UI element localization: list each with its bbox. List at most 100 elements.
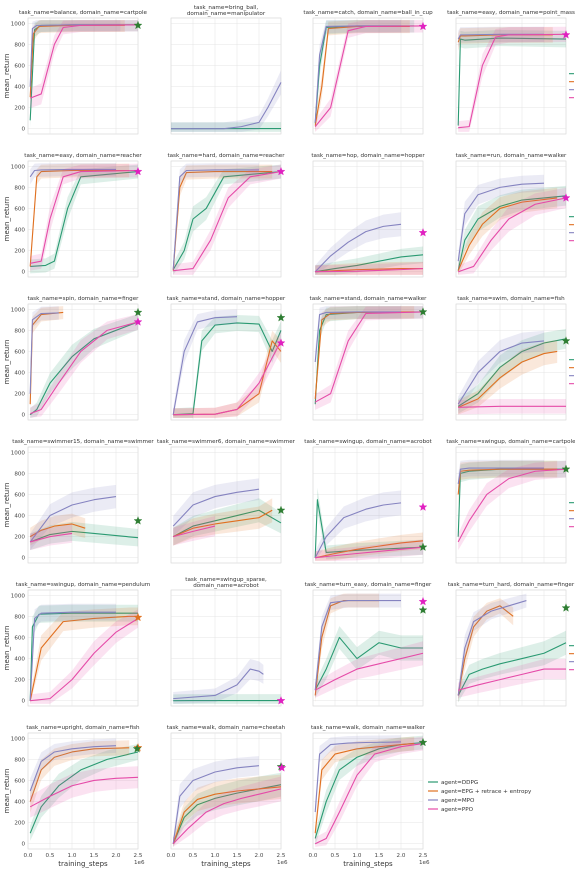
subplot-title: task_name=easy, domain_name=reacher — [24, 153, 142, 159]
y-axis-label: mean_return — [3, 483, 11, 528]
x-tick-label: 1.5 — [233, 853, 242, 859]
series-band — [458, 187, 558, 275]
plot-area — [27, 160, 139, 278]
subplot: task_name=hard, domain_name=reacher — [167, 153, 286, 278]
x-tick-label: 2.5 — [277, 853, 286, 859]
y-tick-label: 0 — [21, 556, 25, 562]
subplot-title: task_name=stand, domain_name=walker — [310, 296, 428, 302]
plot-area — [455, 17, 567, 135]
y-tick-label: 600 — [14, 778, 25, 784]
y-tick-label: 200 — [14, 392, 25, 398]
y-tick-label: 400 — [14, 85, 25, 91]
series-line — [30, 24, 139, 99]
series-line — [30, 170, 139, 268]
series-line — [457, 467, 544, 484]
series-band — [315, 20, 423, 132]
subplot-title: task_name=turn_easy, domain_name=finger — [305, 582, 432, 588]
plot-area — [170, 17, 282, 135]
series-band — [30, 609, 139, 704]
series-line — [457, 468, 567, 543]
series-band — [30, 513, 86, 546]
series-line — [173, 340, 282, 416]
series-line — [172, 316, 238, 415]
series-line — [315, 546, 424, 559]
plot-area — [170, 446, 282, 564]
series-band — [173, 164, 281, 275]
x-tick-label: 0.5 — [46, 853, 55, 859]
y-axis-label: mean_return — [3, 197, 11, 242]
series-line — [173, 322, 282, 416]
series-line — [457, 642, 567, 696]
series-band — [30, 306, 64, 412]
series-line — [29, 776, 139, 808]
y-tick-label: 600 — [14, 206, 25, 212]
series-band — [30, 314, 139, 418]
subplot-title: task_name=spin, domain_name=finger — [28, 296, 140, 302]
subplot-title: task_name=walk, domain_name=cheetah — [167, 725, 286, 731]
series-line — [30, 532, 73, 543]
series-line — [172, 509, 282, 538]
x-axis-multiplier: 1e6 — [419, 860, 430, 866]
subplot-title: task_name=run, domain_name=walker — [456, 153, 567, 159]
series-line — [315, 268, 424, 273]
plot-area — [455, 589, 567, 707]
subplot-title: task_name=hop, domain_name=hopper — [311, 153, 425, 159]
plot-area — [455, 160, 567, 278]
x-axis-multiplier: 1e6 — [134, 860, 145, 866]
series-band — [458, 340, 558, 415]
series-band — [173, 772, 281, 847]
baseline-star-marker — [418, 605, 428, 614]
subplot-title: task_name=catch, domain_name=ball_in_cup — [303, 10, 433, 16]
baseline-star-marker — [561, 193, 571, 202]
series-line — [29, 615, 138, 701]
series-band — [30, 740, 130, 813]
plot-area — [170, 303, 282, 421]
legend: agent=DDPG agent=EPG + retrace + entropy a… — [428, 780, 532, 813]
x-tick-label: 0.5 — [189, 853, 198, 859]
subplot-title: task_name=hard, domain_name=reacher — [167, 153, 285, 159]
y-tick-label: 1000 — [11, 21, 26, 27]
series-band — [315, 735, 401, 823]
series-line — [314, 743, 424, 845]
baseline-star-marker — [133, 166, 143, 176]
y-tick-label: 600 — [14, 349, 25, 355]
plot-area — [312, 17, 424, 135]
series-band — [458, 598, 514, 703]
series-line — [457, 468, 558, 495]
series-line — [173, 668, 264, 700]
baseline-star-marker — [276, 313, 286, 322]
series-line — [29, 496, 117, 543]
series-band — [315, 593, 401, 698]
subplot: task_name=swingup, domain_name=acrobot — [304, 439, 433, 564]
subplot-title: task_name=bring_ball, — [194, 5, 259, 11]
subplot: task_name=run, domain_name=walker — [455, 153, 574, 278]
y-tick-label: 800 — [14, 42, 25, 48]
baseline-star-marker — [133, 317, 143, 326]
series-band — [315, 539, 423, 561]
series-line — [457, 338, 567, 407]
subplot-title: task_name=upright, domain_name=fish — [26, 725, 140, 731]
series-band — [458, 26, 566, 132]
series-band — [458, 330, 544, 412]
legend-label: agent=EPG + retrace + entropy — [441, 789, 532, 795]
subplot: task_name=walk, domain_name=walker 0.0 0.5… — [309, 725, 430, 868]
subplot: task_name=swim, domain_name=fish — [455, 296, 574, 421]
y-tick-label: 600 — [14, 492, 25, 498]
series-line — [457, 37, 567, 126]
subplot-title: task_name=balance, domain_name=cartpole — [19, 10, 148, 16]
legend-label: agent=MPO — [441, 798, 475, 804]
y-tick-label: 1000 — [11, 307, 26, 313]
subplot-title: task_name=swingup, domain_name=pendulum — [16, 582, 150, 588]
y-tick-label: 400 — [14, 371, 25, 377]
plot-area — [312, 446, 424, 564]
series-band — [315, 626, 423, 698]
y-tick-label: 800 — [14, 757, 25, 763]
series-line — [315, 254, 424, 273]
series-line — [172, 170, 282, 270]
subplot: task_name=upright, domain_name=fish 0 200 4… — [3, 725, 145, 868]
series-band — [171, 70, 281, 132]
y-axis-label: mean_return — [3, 769, 11, 814]
x-tick-label: 1.0 — [353, 853, 362, 859]
series-band — [458, 174, 544, 269]
